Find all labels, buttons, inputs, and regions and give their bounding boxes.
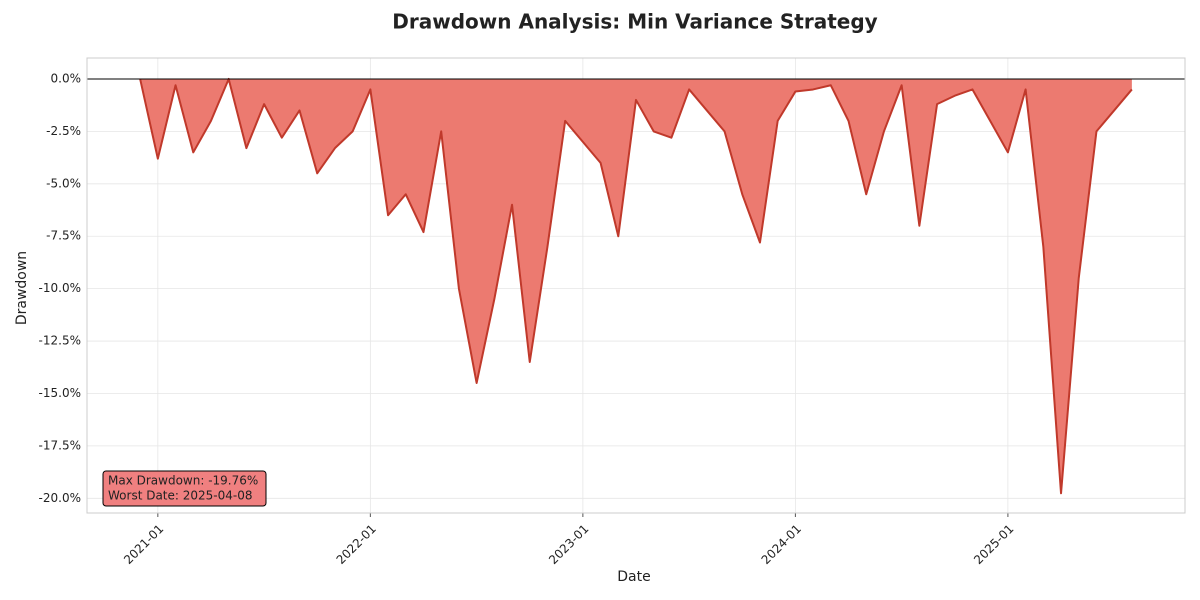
drawdown-area [140, 78, 1132, 494]
y-tick-label: -7.5% [46, 229, 81, 243]
annotation-text: Max Drawdown: -19.76% [108, 474, 258, 488]
y-tick-label: -2.5% [46, 124, 81, 138]
x-tick-label: 2024-01 [759, 522, 804, 567]
chart-title: Drawdown Analysis: Min Variance Strategy [392, 10, 877, 34]
drawdown-line [139, 77, 1133, 495]
y-tick-label: -20.0% [39, 491, 81, 505]
x-tick-label: 2025-01 [971, 522, 1016, 567]
x-tick-label: 2023-01 [546, 522, 591, 567]
plot-frame [86, 57, 1186, 514]
y-tick-label: -17.5% [39, 438, 81, 452]
y-tick-label: -15.0% [39, 386, 81, 400]
y-axis-label: Drawdown [14, 251, 30, 325]
x-tick-label: 2022-01 [334, 522, 379, 567]
annotation-box [102, 470, 267, 507]
y-tick-label: 0.0% [51, 71, 82, 85]
y-tick-label: -5.0% [46, 176, 81, 190]
y-tick-label: -12.5% [39, 334, 81, 348]
x-axis-label: Date [617, 569, 650, 585]
x-tick-label: 2021-01 [121, 522, 166, 567]
annotation-text: Worst Date: 2025-04-08 [108, 489, 253, 503]
y-tick-label: -10.0% [39, 281, 81, 295]
